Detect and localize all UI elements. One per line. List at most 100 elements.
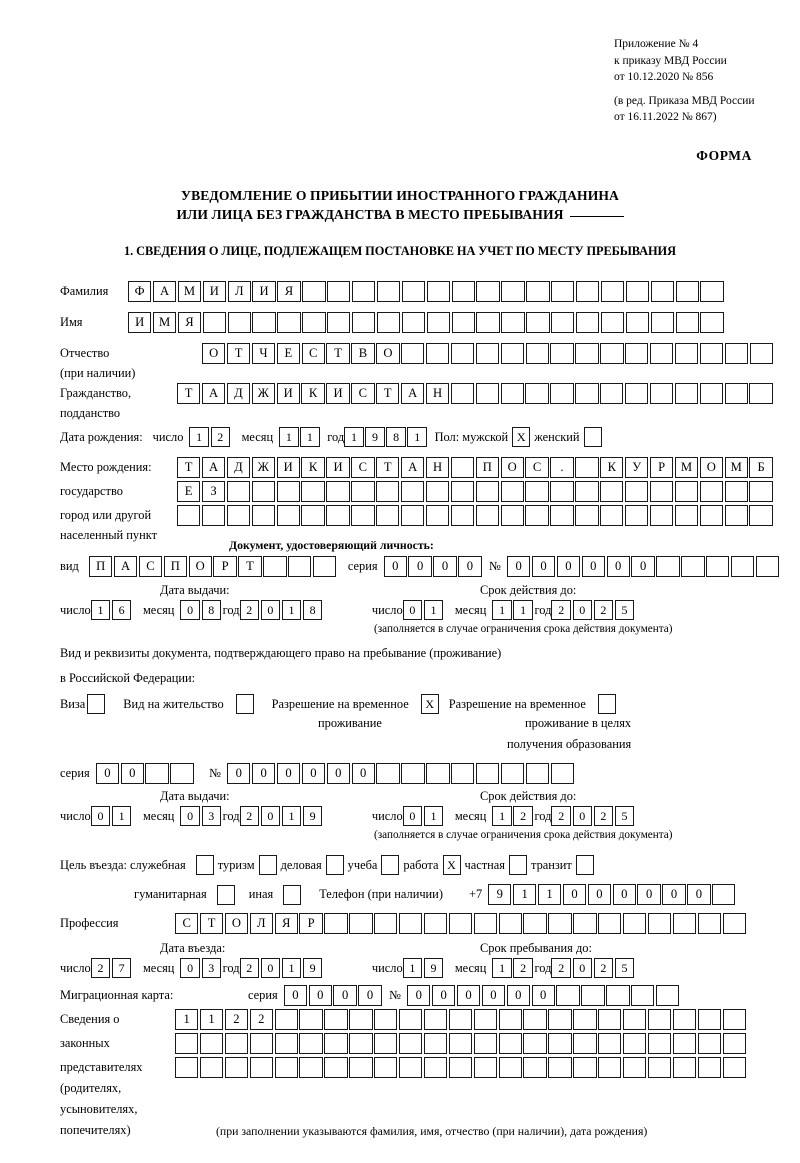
char-cell[interactable] [401,281,426,302]
char-cell[interactable] [498,1033,522,1054]
char-cell[interactable] [274,1033,298,1054]
char-cell[interactable] [501,312,525,333]
char-cell[interactable] [573,1057,597,1078]
char-cell[interactable] [575,505,599,526]
char-cell[interactable]: А [201,457,226,478]
char-cell[interactable]: 0 [407,985,431,1006]
char-cell[interactable] [623,1033,647,1054]
char-cell[interactable]: 2 [593,600,614,620]
char-cell[interactable]: И [326,457,350,478]
char-cell[interactable]: 0 [260,600,281,620]
char-cell[interactable] [600,505,624,526]
checkbox-purpose-business[interactable] [325,855,344,875]
char-cell[interactable] [598,1009,622,1030]
char-cell[interactable] [251,505,275,526]
char-cell[interactable] [551,281,575,302]
char-cell[interactable] [199,1033,224,1054]
char-cell[interactable] [598,913,622,934]
char-cell[interactable] [226,481,251,502]
char-cell[interactable] [722,913,746,934]
char-cell[interactable] [288,556,312,577]
char-cell[interactable]: 1 [281,958,302,978]
char-cell[interactable]: 0 [506,985,530,1006]
char-cell[interactable] [401,312,426,333]
char-cell[interactable] [598,1057,622,1078]
char-cell[interactable] [749,481,773,502]
char-cell[interactable]: И [202,281,226,302]
checkbox-purpose-humanitarian[interactable] [216,884,235,905]
char-cell[interactable]: 2 [239,600,260,620]
char-cell[interactable] [581,985,605,1006]
char-cell[interactable] [526,281,550,302]
char-cell[interactable]: 0 [637,884,661,905]
char-cell[interactable] [647,1033,672,1054]
char-cell[interactable] [327,312,351,333]
char-cell[interactable]: 0 [662,884,686,905]
char-cell[interactable]: 2 [551,600,571,620]
char-cell[interactable] [722,1033,746,1054]
char-cell[interactable] [349,1033,373,1054]
char-cell[interactable] [525,763,550,784]
char-cell[interactable] [576,281,600,302]
char-cell[interactable] [399,1009,423,1030]
char-cell[interactable]: Т [226,343,251,364]
char-cell[interactable]: 0 [606,556,630,577]
char-cell[interactable]: 0 [408,556,432,577]
char-cell[interactable] [313,556,337,577]
char-cell[interactable] [500,383,524,404]
char-cell[interactable] [263,556,287,577]
char-cell[interactable] [475,383,499,404]
char-cell[interactable] [401,763,425,784]
char-cell[interactable] [674,343,699,364]
char-cell[interactable] [650,281,674,302]
char-cell[interactable] [556,985,580,1006]
char-cell[interactable]: 9 [365,427,385,447]
char-cell[interactable]: Ж [251,457,275,478]
char-cell[interactable] [475,481,499,502]
char-cell[interactable] [625,383,649,404]
char-cell[interactable]: К [600,457,624,478]
char-cell[interactable] [548,1033,572,1054]
checkbox-purpose-private[interactable] [509,855,527,875]
char-cell[interactable] [451,763,475,784]
char-cell[interactable]: А [152,281,177,302]
char-cell[interactable]: С [525,457,549,478]
char-cell[interactable] [523,1057,547,1078]
char-cell[interactable] [349,1057,373,1078]
char-cell[interactable] [699,343,724,364]
char-cell[interactable] [399,913,423,934]
char-cell[interactable]: А [401,457,425,478]
char-cell[interactable] [550,383,574,404]
char-cell[interactable]: Б [749,457,773,478]
char-cell[interactable] [550,481,574,502]
char-cell[interactable] [700,312,724,333]
char-cell[interactable] [252,312,276,333]
char-cell[interactable] [523,1009,547,1030]
char-cell[interactable]: 0 [260,958,281,978]
char-cell[interactable] [623,913,647,934]
char-cell[interactable]: 9 [488,884,512,905]
char-cell[interactable]: Т [177,457,201,478]
char-cell[interactable] [175,1057,199,1078]
char-cell[interactable] [722,1057,746,1078]
char-cell[interactable]: 9 [423,958,444,978]
char-cell[interactable]: У [625,457,649,478]
char-cell[interactable] [399,1057,423,1078]
char-cell[interactable] [175,1033,199,1054]
char-cell[interactable]: Л [227,281,251,302]
char-cell[interactable]: Т [376,383,400,404]
checkbox-purpose-work[interactable]: X [442,855,461,875]
char-cell[interactable] [274,1009,298,1030]
char-cell[interactable] [550,343,574,364]
char-cell[interactable] [224,1057,249,1078]
char-cell[interactable] [548,1009,572,1030]
char-cell[interactable] [352,281,376,302]
char-cell[interactable] [448,1033,473,1054]
char-cell[interactable] [249,1033,273,1054]
char-cell[interactable]: С [351,383,375,404]
